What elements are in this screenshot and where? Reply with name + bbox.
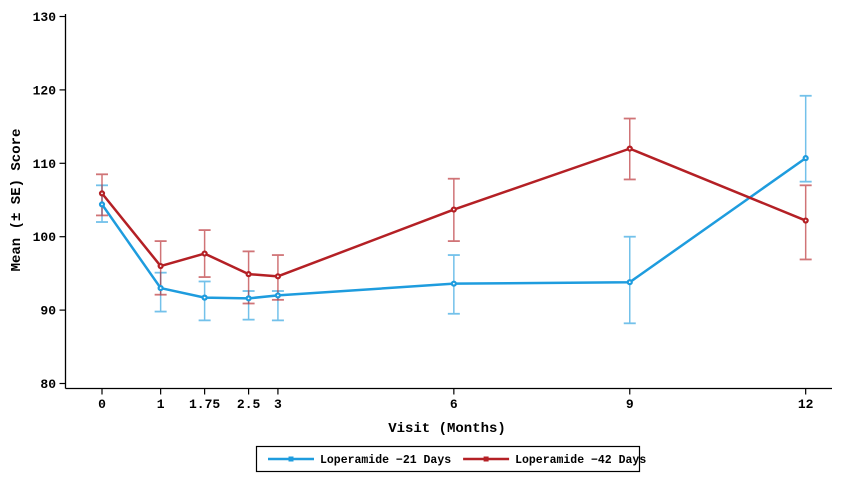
series-21-days-marker-center (452, 282, 455, 285)
series-21-days-line (100, 156, 807, 300)
series-42-days-line (100, 147, 807, 278)
series-42-days-marker-center (203, 252, 206, 255)
x-tick-label: 1 (157, 397, 165, 412)
x-tick-label: 2.5 (237, 397, 261, 412)
x-axis-title: Visit (Months) (388, 421, 506, 437)
y-tick-label: 90 (40, 304, 56, 319)
legend-layer: Loperamide −21 Days Loperamide −42 Days (255, 445, 646, 473)
series-21-days-marker-center (804, 157, 807, 160)
series-21-days-marker-center (101, 203, 103, 206)
y-tick-label: 130 (33, 10, 57, 25)
y-axis-title: Mean (± SE) Score (9, 129, 25, 272)
series-42-days-marker-center (101, 192, 103, 195)
series-21-days-marker-center (247, 297, 250, 300)
x-tick-label: 12 (798, 397, 814, 412)
legend-box (255, 445, 641, 473)
x-tick-label: 9 (626, 397, 634, 412)
legend-label: Loperamide −42 Days (515, 454, 646, 467)
legend-sample-marker (483, 456, 489, 462)
series-42-days-marker-center (628, 147, 631, 150)
x-tick-label: 1.75 (189, 397, 220, 412)
series-21-days-marker-center (203, 296, 206, 299)
series-42-days-marker-center (247, 273, 250, 276)
series-42-days-marker-center (804, 219, 807, 222)
series-layer (98, 145, 809, 302)
legend-label: Loperamide −21 Days (320, 454, 451, 467)
series-21-days-marker-center (159, 287, 162, 289)
axes-layer: 80 90 100 110 120 130 0 1 1.75 2.5 3 6 9 12 (33, 10, 832, 412)
legend-sample-marker (288, 456, 294, 462)
x-tick-label: 0 (98, 397, 106, 412)
y-tick-label: 100 (33, 230, 57, 245)
y-tick-label: 110 (33, 157, 57, 172)
series-42-days-marker-center (159, 265, 162, 267)
x-tick-label: 3 (274, 397, 282, 412)
series-42-days-marker-center (277, 275, 279, 278)
y-tick-label: 120 (33, 83, 57, 98)
series-42-days-marker-center (452, 208, 455, 211)
series-21-days-marker-center (277, 294, 279, 297)
series-21-days-marker-center (628, 281, 631, 284)
y-tick-label: 80 (40, 377, 56, 392)
x-tick-label: 6 (450, 397, 458, 412)
